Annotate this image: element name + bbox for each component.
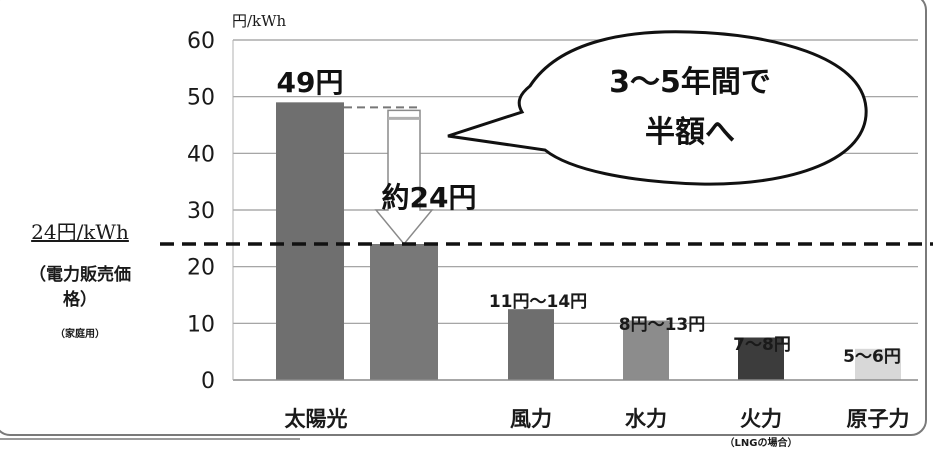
reference-note: 格） — [63, 289, 97, 310]
bar-data-label: 11円～14円 — [489, 292, 587, 312]
category-label: 原子力 — [847, 407, 910, 431]
bar-data-label: 8円～13円 — [619, 315, 706, 335]
axis-layer: 0 10 20 30 40 50 60 円/kWh — [187, 12, 918, 394]
bar — [508, 309, 554, 380]
bar — [738, 337, 784, 380]
category-sublabel: （LNGの場合） — [725, 436, 798, 449]
down-arrow-icon — [374, 109, 434, 246]
bar-data-label: 49円 — [277, 66, 344, 99]
y-unit-label: 円/kWh — [232, 12, 287, 30]
y-tick-label: 40 — [187, 142, 215, 167]
category-label: 太陽光 — [285, 407, 348, 431]
category-label: 風力 — [510, 407, 552, 431]
reference-label: 24円/kWh — [31, 220, 129, 244]
y-tick-label: 0 — [201, 369, 215, 394]
bar-data-label: 約24円 — [382, 181, 477, 214]
callout-text: 3～5年間で — [609, 65, 771, 100]
reference-note-small: （家庭用） — [55, 327, 105, 340]
y-tick-label: 60 — [187, 29, 215, 54]
y-tick-label: 50 — [187, 86, 215, 111]
bar-data-label: 5～6円 — [843, 347, 901, 367]
callout-text: 半額へ — [645, 115, 735, 150]
bars-layer — [276, 102, 901, 380]
speech-bubble — [447, 30, 868, 186]
y-tick-label: 30 — [187, 199, 215, 224]
bar — [370, 244, 438, 380]
arrow-layer — [344, 106, 434, 246]
category-label: 水力 — [625, 407, 667, 431]
y-tick-label: 20 — [187, 256, 215, 281]
category-label: 火力 — [740, 407, 782, 431]
frame-bottom-line — [0, 438, 300, 440]
bar — [623, 320, 669, 380]
reference-note: （電力販売価 — [29, 264, 131, 285]
bar — [855, 348, 901, 380]
bar-data-label: 7～8円 — [733, 335, 791, 355]
bar — [276, 102, 344, 380]
y-tick-label: 10 — [187, 312, 215, 337]
